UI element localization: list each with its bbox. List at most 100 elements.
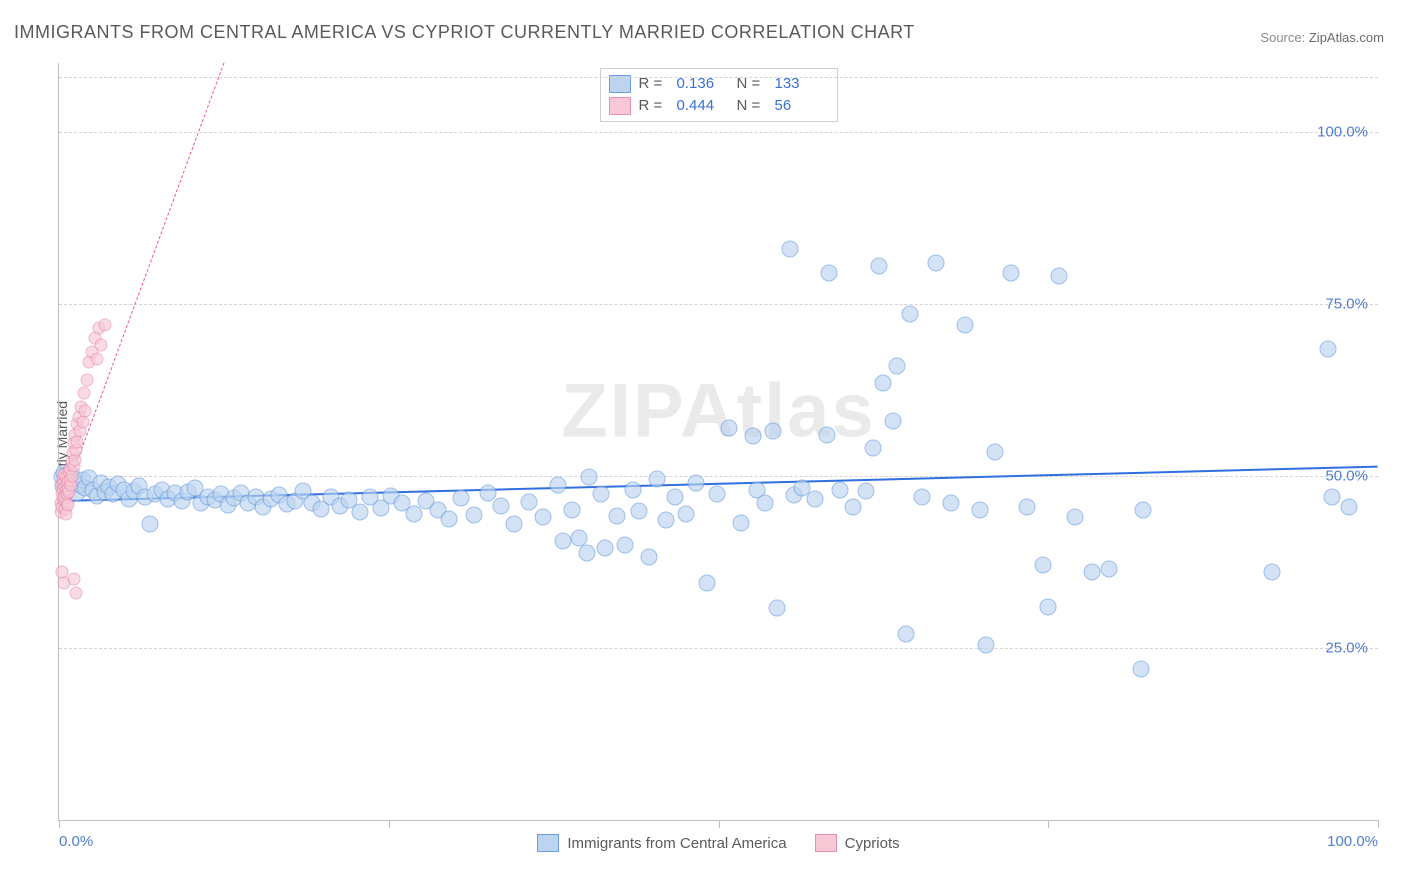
y-tick-label: 25.0% [1325,639,1368,656]
gridline [59,77,1378,78]
scatter-point [971,502,988,519]
scatter-point [818,426,835,443]
scatter-point [781,240,798,257]
x-tick [1048,820,1049,828]
scatter-point [506,516,523,533]
scatter-point [70,586,83,599]
n-value-b: 56 [775,95,827,117]
scatter-point [845,498,862,515]
scatter-point [864,440,881,457]
source-value: ZipAtlas.com [1309,30,1384,45]
scatter-point [666,488,683,505]
scatter-point [631,503,648,520]
scatter-point [1319,340,1336,357]
scatter-point [768,600,785,617]
y-tick-label: 100.0% [1317,123,1368,140]
x-tick [389,820,390,828]
legend-item-b: Cypriots [815,834,900,852]
plot-area: ZIPAtlas R = 0.136 N = 133 R = 0.444 N =… [58,63,1378,821]
scatter-point [978,636,995,653]
scatter-point [1034,557,1051,574]
source-label: Source: [1260,30,1305,45]
scatter-point [1340,498,1357,515]
scatter-point [987,443,1004,460]
scatter-point [1019,498,1036,515]
scatter-point [453,489,470,506]
scatter-point [928,254,945,271]
scatter-point [884,412,901,429]
scatter-point [616,536,633,553]
scatter-point [597,540,614,557]
r-label: R = [639,95,669,117]
scatter-point [1132,660,1149,677]
scatter-point [78,387,91,400]
x-tick [59,820,60,828]
scatter-point [1040,598,1057,615]
scatter-point [81,373,94,386]
scatter-point [831,481,848,498]
scatter-point [764,423,781,440]
scatter-point [535,509,552,526]
scatter-point [608,507,625,524]
x-tick-label: 100.0% [1327,833,1378,850]
scatter-point [581,469,598,486]
scatter-point [732,515,749,532]
gridline [59,304,1378,305]
chart-container: Currently Married ZIPAtlas R = 0.136 N =… [14,55,1392,855]
scatter-point [351,503,368,520]
scatter-point [593,486,610,503]
scatter-point [1135,502,1152,519]
legend-label-a: Immigrants from Central America [567,835,786,852]
chart-title: IMMIGRANTS FROM CENTRAL AMERICA VS CYPRI… [14,22,915,43]
scatter-point [441,511,458,528]
scatter-point [721,419,738,436]
scatter-point [79,404,92,417]
gridline [59,476,1378,477]
swatch-series-b [609,97,631,115]
n-label: N = [737,95,767,117]
scatter-point [1323,488,1340,505]
scatter-point [942,495,959,512]
gridline [59,132,1378,133]
x-tick [719,820,720,828]
scatter-point [1100,560,1117,577]
scatter-point [142,516,159,533]
scatter-point [1003,264,1020,281]
scatter-point [744,427,761,444]
scatter-point [1066,509,1083,526]
scatter-point [90,352,103,365]
scatter-point [549,476,566,493]
scatter-point [492,498,509,515]
scatter-point [897,626,914,643]
scatter-point [871,258,888,275]
scatter-point [901,306,918,323]
scatter-point [1264,564,1281,581]
scatter-point [957,316,974,333]
swatch-series-b [815,834,837,852]
scatter-point [640,549,657,566]
scatter-point [677,506,694,523]
scatter-point [698,574,715,591]
gridline [59,648,1378,649]
scatter-point [888,357,905,374]
scatter-point [479,485,496,502]
legend-label-b: Cypriots [845,835,900,852]
scatter-point [466,507,483,524]
stats-row-series-b: R = 0.444 N = 56 [609,95,827,117]
scatter-point [657,511,674,528]
legend-item-a: Immigrants from Central America [537,834,786,852]
scatter-point [624,481,641,498]
scatter-point [76,416,89,429]
scatter-point [688,475,705,492]
scatter-point [821,264,838,281]
scatter-point [61,498,74,511]
scatter-point [913,488,930,505]
series-legend: Immigrants from Central America Cypriots [59,834,1378,852]
y-tick-label: 50.0% [1325,467,1368,484]
scatter-point [520,494,537,511]
scatter-point [95,339,108,352]
scatter-point [858,483,875,500]
scatter-point [67,573,80,586]
scatter-point [756,495,773,512]
source-credit: Source: ZipAtlas.com [1260,30,1384,45]
